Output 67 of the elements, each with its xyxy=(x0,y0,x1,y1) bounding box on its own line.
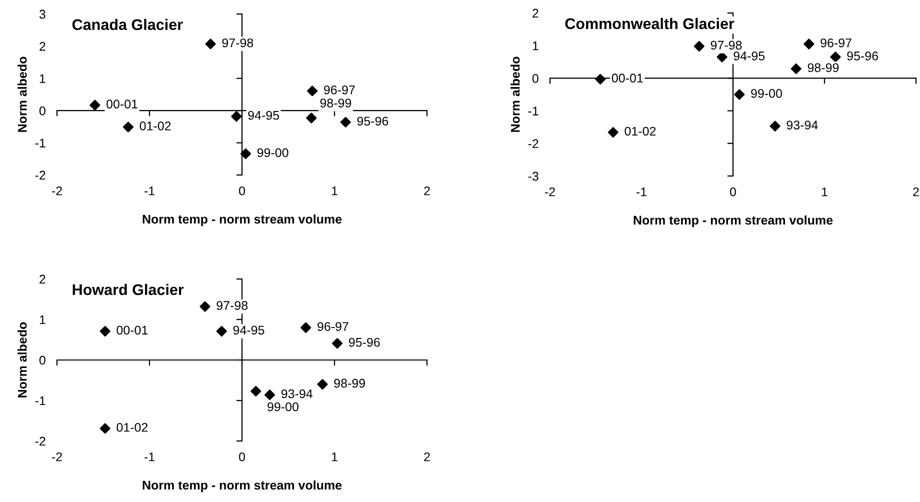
annotation: 95-96 xyxy=(847,52,878,60)
x-tick-label: 1 xyxy=(332,186,338,196)
annotation: 95-96 xyxy=(348,338,380,347)
annotation: 97-98 xyxy=(222,38,254,48)
y-tick-label: 1 xyxy=(40,315,46,324)
y-tick-label: -3 xyxy=(528,172,538,181)
x-tick-label: 2 xyxy=(424,452,430,462)
annotation: 93-94 xyxy=(281,389,312,398)
y-tick-label: 0 xyxy=(39,106,46,116)
y-tick-label: 0 xyxy=(39,356,46,365)
x-tick-label: -1 xyxy=(144,186,154,196)
annotation: 00-01 xyxy=(106,100,138,108)
annotation: 01-02 xyxy=(116,422,148,432)
x-tick-label: -1 xyxy=(636,188,646,196)
annotation: 01-02 xyxy=(624,126,656,136)
annotation: 97-98 xyxy=(710,40,742,50)
annotation: 96-97 xyxy=(318,322,348,331)
x-tick-label: -2 xyxy=(545,187,555,196)
annotation: 97-98 xyxy=(216,301,248,310)
x-tick-label: -2 xyxy=(52,452,62,462)
chart-title: Commonwealth Glacier xyxy=(565,18,734,30)
x-tick-label: 2 xyxy=(424,186,430,196)
y-tick-label: -1 xyxy=(528,106,538,116)
chart-title: Canada Glacier xyxy=(72,18,183,30)
y-tick-label: -2 xyxy=(35,436,46,446)
annotation: 96-97 xyxy=(820,38,852,48)
annotation: 94-95 xyxy=(734,52,765,60)
annotation: 99-00 xyxy=(751,89,782,98)
x-tick-label: 1 xyxy=(332,452,338,462)
y-axis-title: Norm albedo xyxy=(18,56,27,132)
y-tick-label: 1 xyxy=(532,42,538,50)
y-tick-label: 3 xyxy=(39,10,46,19)
y-tick-label: 2 xyxy=(40,42,46,51)
annotation: 95-96 xyxy=(357,116,388,126)
x-tick-label: 0 xyxy=(730,187,736,196)
y-tick-label: 1 xyxy=(40,74,46,83)
chart-title: Howard Glacier xyxy=(72,284,184,296)
x-axis-title: Norm temp - norm stream volume xyxy=(142,214,342,226)
annotation: 94-95 xyxy=(248,110,280,120)
annotation: 00-01 xyxy=(116,326,148,335)
x-tick-label: 0 xyxy=(239,186,245,196)
y-tick-label: 2 xyxy=(40,274,46,284)
y-tick-label: 0 xyxy=(532,74,538,83)
annotation: 96-97 xyxy=(324,85,355,94)
annotation: 93-94 xyxy=(786,120,818,130)
x-tick-label: 1 xyxy=(822,188,828,196)
x-axis-title: Norm temp - norm stream volume xyxy=(634,215,833,228)
annotation: 98-99 xyxy=(808,63,839,72)
y-tick-label: -2 xyxy=(528,139,538,148)
y-tick-label: -2 xyxy=(35,170,46,180)
x-tick-label: -1 xyxy=(144,452,154,462)
annotation: 98-99 xyxy=(320,98,352,108)
annotation: 94-95 xyxy=(233,326,264,335)
y-axis-title: Norm albedo xyxy=(510,56,520,132)
x-tick-label: 2 xyxy=(913,187,919,196)
x-axis-title: Norm temp - norm stream volume xyxy=(142,480,342,492)
annotation: 01-02 xyxy=(140,122,171,130)
annotation: 99-00 xyxy=(268,402,298,412)
annotation: 98-99 xyxy=(334,378,365,388)
y-tick-label: -1 xyxy=(35,396,46,406)
annotation: 99-00 xyxy=(257,148,288,158)
y-tick-label: -1 xyxy=(35,138,46,148)
y-tick-label: 2 xyxy=(532,8,538,18)
x-tick-label: -2 xyxy=(52,186,62,196)
annotation: 00-01 xyxy=(612,74,643,83)
x-tick-label: 0 xyxy=(239,452,245,462)
y-axis-title: Norm albedo xyxy=(18,322,27,398)
